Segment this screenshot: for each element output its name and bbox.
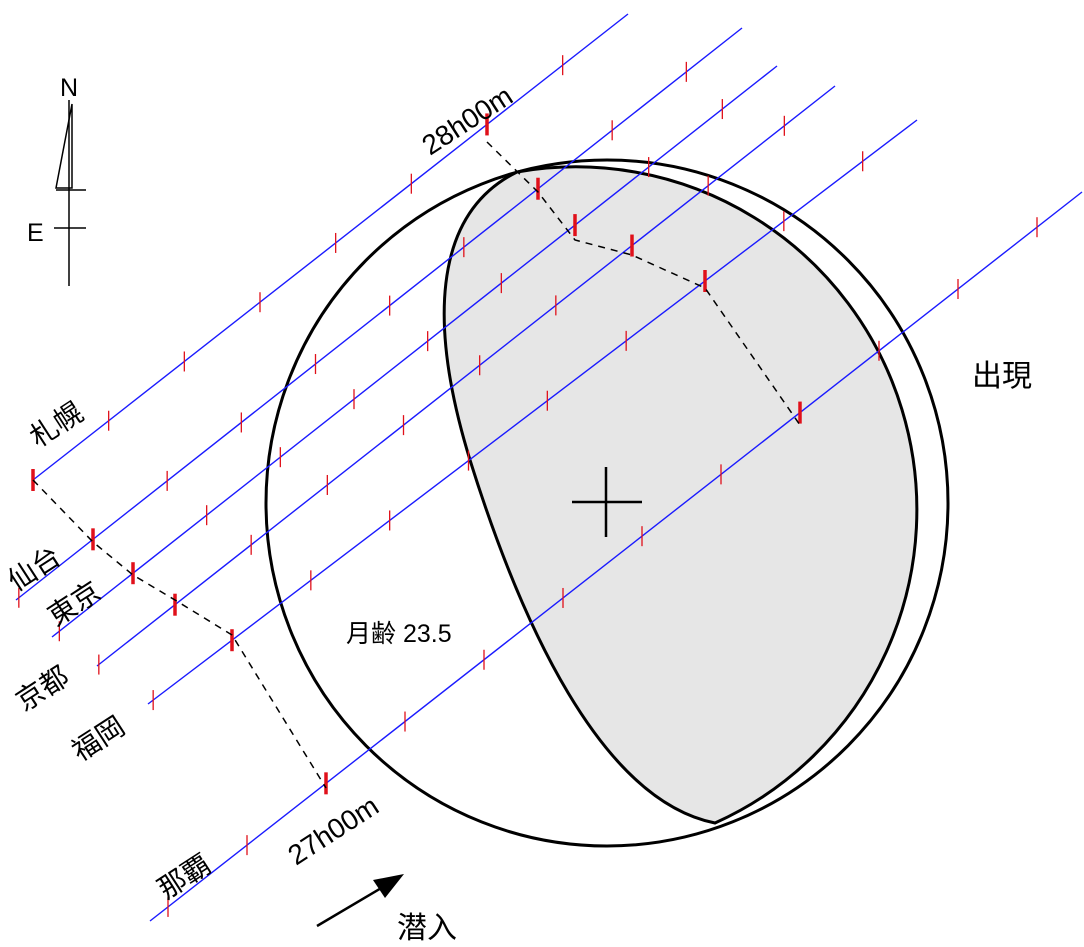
moon-center-cross <box>572 467 642 537</box>
time-label-start: 27h00m <box>282 790 384 871</box>
city-label-fukuoka: 福岡 <box>66 711 130 768</box>
compass-north-label: N <box>60 74 78 102</box>
city-label-naha: 那覇 <box>152 849 216 906</box>
moon-age-label: 月齢 23.5 <box>346 620 452 648</box>
compass-east-label: E <box>27 219 44 247</box>
reappear-label: 出現 <box>972 360 1032 393</box>
time-label-end: 28h00m <box>416 80 518 161</box>
city-label-sendai: 仙台 <box>2 541 66 598</box>
track-line-kyoto <box>96 85 836 667</box>
compass: N E <box>27 74 86 286</box>
motion-arrow <box>316 874 404 928</box>
track-line-sapporo <box>32 13 629 481</box>
city-tracks <box>15 13 1083 922</box>
track-line-fukuoka <box>147 119 918 705</box>
north-arrow-icon <box>55 103 73 189</box>
city-label-tokyo: 東京 <box>42 576 106 633</box>
track-line-naha <box>149 191 1083 922</box>
track-line-tokyo <box>51 65 778 638</box>
end-time-connector <box>486 141 801 426</box>
start-time-connector <box>32 479 327 789</box>
city-label-kyoto: 京都 <box>10 661 74 718</box>
disappear-label: 潜入 <box>397 912 457 945</box>
track-line-sendai <box>15 27 743 601</box>
